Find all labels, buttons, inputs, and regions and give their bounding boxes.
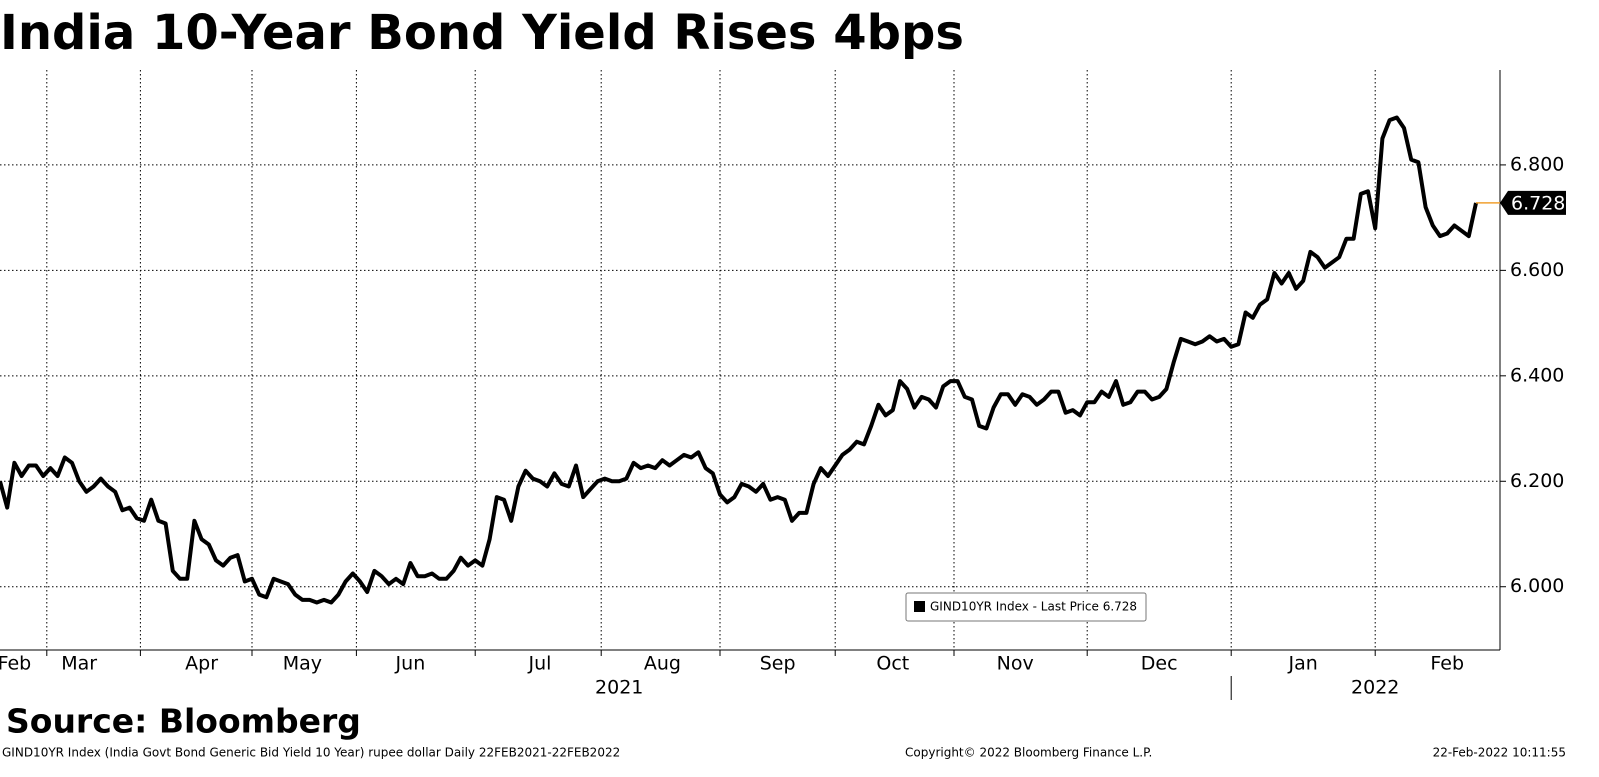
last-price-label: 6.728 bbox=[1511, 192, 1565, 214]
y-tick-label: 6.000 bbox=[1510, 575, 1564, 597]
x-tick-label: Sep bbox=[760, 653, 796, 675]
x-tick-label: Mar bbox=[61, 653, 97, 675]
last-price-tag bbox=[1500, 190, 1566, 215]
source: Source: Bloomberg bbox=[6, 702, 361, 741]
x-group-label: 2021 bbox=[595, 677, 643, 699]
x-tick-label: May bbox=[283, 653, 322, 675]
y-tick-label: 6.200 bbox=[1510, 470, 1564, 492]
footnote: GIND10YR Index (India Govt Bond Generic … bbox=[2, 746, 620, 760]
x-tick-label: Dec bbox=[1141, 653, 1178, 675]
x-group-label: 2022 bbox=[1351, 677, 1399, 699]
y-tick-label: 6.600 bbox=[1510, 259, 1564, 281]
x-tick-label: Jan bbox=[1288, 653, 1318, 675]
legend: GIND10YR Index - Last Price 6.728 bbox=[905, 592, 1147, 622]
legend-box bbox=[905, 592, 1147, 622]
timestamp: 22-Feb-2022 10:11:55 bbox=[1433, 746, 1566, 760]
x-tick-label: Nov bbox=[997, 653, 1034, 675]
y-tick-label: 6.400 bbox=[1510, 364, 1564, 386]
x-tick-label: Aug bbox=[644, 653, 681, 675]
x-tick-label: Feb bbox=[0, 653, 31, 675]
copyright: Copyright© 2022 Bloomberg Finance L.P. bbox=[905, 746, 1152, 760]
legend-text: GIND10YR Index - Last Price 6.728 bbox=[930, 600, 1137, 614]
x-tick-label: Oct bbox=[876, 653, 909, 675]
chart-title: India 10-Year Bond Yield Rises 4bps bbox=[0, 5, 964, 61]
x-tick-label: Jun bbox=[395, 653, 426, 675]
y-tick-label: 6.800 bbox=[1510, 153, 1564, 175]
price-line bbox=[0, 115, 1478, 605]
x-tick-label: Jul bbox=[528, 653, 552, 675]
legend-swatch bbox=[914, 601, 925, 612]
x-tick-label: Feb bbox=[1430, 653, 1464, 675]
x-tick-label: Apr bbox=[185, 653, 218, 675]
